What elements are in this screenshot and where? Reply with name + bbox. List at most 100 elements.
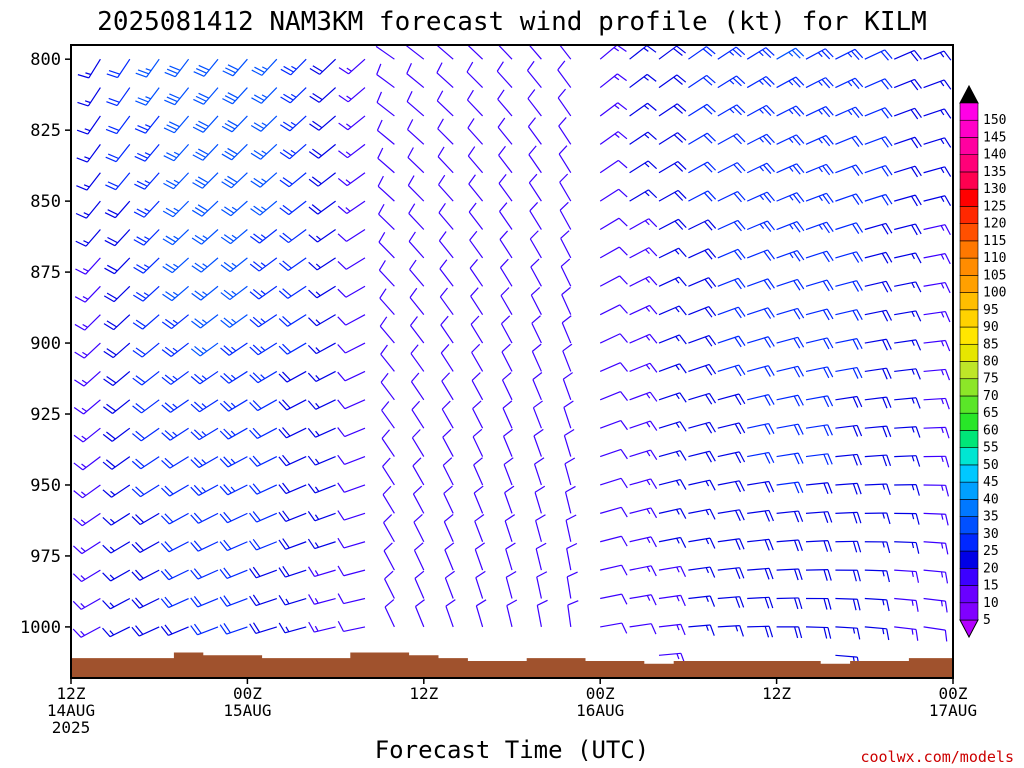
- wind-barb: [658, 334, 687, 345]
- wind-barb: [658, 536, 687, 548]
- wind-barb: [567, 600, 579, 627]
- wind-barb: [531, 315, 542, 344]
- wind-barb: [192, 115, 219, 133]
- wind-barb: [379, 288, 395, 316]
- wind-barb: [442, 428, 454, 457]
- wind-barb: [688, 624, 715, 636]
- wind-barb: [190, 595, 219, 608]
- wind-barb: [105, 115, 131, 135]
- wind-barb: [219, 427, 248, 440]
- wind-barb: [222, 58, 248, 77]
- wind-barb: [658, 421, 687, 432]
- wind-barb: [717, 104, 746, 117]
- wind-barb: [776, 192, 805, 204]
- wind-barb: [533, 457, 545, 486]
- wind-barb: [717, 451, 746, 464]
- wind-barb: [278, 594, 307, 606]
- wind-barb: [629, 507, 658, 519]
- wind-barb: [864, 483, 891, 496]
- wind-barb: [923, 512, 949, 526]
- colorbar-swatch: [959, 533, 979, 552]
- wind-barb: [71, 229, 72, 231]
- wind-barb: [717, 46, 746, 60]
- wind-barb: [746, 76, 775, 89]
- wind-barb: [338, 87, 366, 103]
- wind-barb: [599, 275, 628, 287]
- wind-barb: [835, 251, 863, 263]
- wind-barb: [688, 450, 716, 463]
- wind-barb: [133, 229, 160, 246]
- wind-barb: [599, 188, 628, 202]
- wind-barb: [717, 509, 745, 522]
- wind-barb: [411, 429, 425, 457]
- wind-barb: [805, 626, 832, 639]
- wind-barb: [805, 106, 834, 118]
- colorbar-swatch: [959, 309, 979, 328]
- wind-barb: [337, 427, 366, 438]
- wind-barb: [440, 344, 454, 372]
- wind-barb: [864, 597, 890, 612]
- wind-barb: [923, 541, 949, 555]
- colorbar-label: 20: [983, 561, 999, 576]
- wind-barb: [688, 421, 716, 434]
- wind-barb: [923, 166, 952, 177]
- wind-barb: [337, 229, 366, 242]
- wind-barb: [307, 511, 336, 522]
- wind-barb: [629, 362, 658, 373]
- wind-barb: [864, 367, 892, 380]
- wind-barb: [923, 484, 950, 497]
- wind-barb: [337, 565, 366, 577]
- wind-barb: [190, 342, 219, 357]
- wind-barb: [532, 400, 543, 429]
- wind-barb: [472, 400, 484, 429]
- wind-barb: [102, 541, 131, 554]
- wind-barb: [717, 567, 745, 579]
- wind-barb: [747, 451, 775, 464]
- wind-barb: [599, 73, 627, 89]
- wind-barb: [658, 74, 687, 89]
- wind-barb: [658, 247, 687, 259]
- y-tick-label: 800: [30, 50, 61, 70]
- wind-barb: [952, 58, 953, 60]
- wind-barb: [73, 399, 101, 415]
- wind-barb: [71, 598, 72, 600]
- wind-barb: [505, 542, 516, 571]
- wind-barb: [131, 597, 160, 609]
- y-tick-label: 975: [30, 547, 61, 567]
- wind-barb: [190, 484, 219, 496]
- wind-barb: [439, 287, 454, 316]
- wind-barb: [337, 285, 366, 298]
- wind-barb: [249, 285, 278, 300]
- wind-barb: [776, 568, 803, 581]
- wind-barb: [658, 103, 687, 117]
- wind-barb: [502, 400, 513, 429]
- wind-barb: [222, 87, 248, 105]
- wind-barb: [563, 428, 575, 457]
- y-tick-label: 825: [30, 121, 61, 141]
- wind-barb: [278, 622, 307, 634]
- wind-barb: [437, 146, 454, 174]
- wind-barb: [407, 119, 425, 145]
- wind-barb: [307, 566, 336, 578]
- x-tick-label: 00Z: [939, 684, 968, 703]
- wind-barb: [439, 259, 454, 287]
- wind-barb: [923, 368, 951, 381]
- wind-barb: [923, 281, 951, 294]
- wind-barb: [805, 48, 834, 60]
- colorbar-swatch: [959, 567, 979, 586]
- wind-barb: [77, 87, 101, 107]
- colorbar-swatch: [959, 516, 979, 535]
- wind-barb: [528, 145, 542, 174]
- wind-barb: [805, 424, 833, 437]
- wind-barb: [747, 596, 774, 609]
- wind-barb: [413, 514, 425, 543]
- wind-barb: [505, 571, 517, 599]
- wind-barb: [747, 480, 775, 493]
- wind-barb: [835, 338, 863, 350]
- colorbar-swatch: [959, 343, 979, 362]
- wind-barb: [219, 567, 248, 579]
- wind-barb: [193, 58, 219, 77]
- wind-barb: [746, 47, 775, 60]
- wind-barb: [220, 229, 248, 245]
